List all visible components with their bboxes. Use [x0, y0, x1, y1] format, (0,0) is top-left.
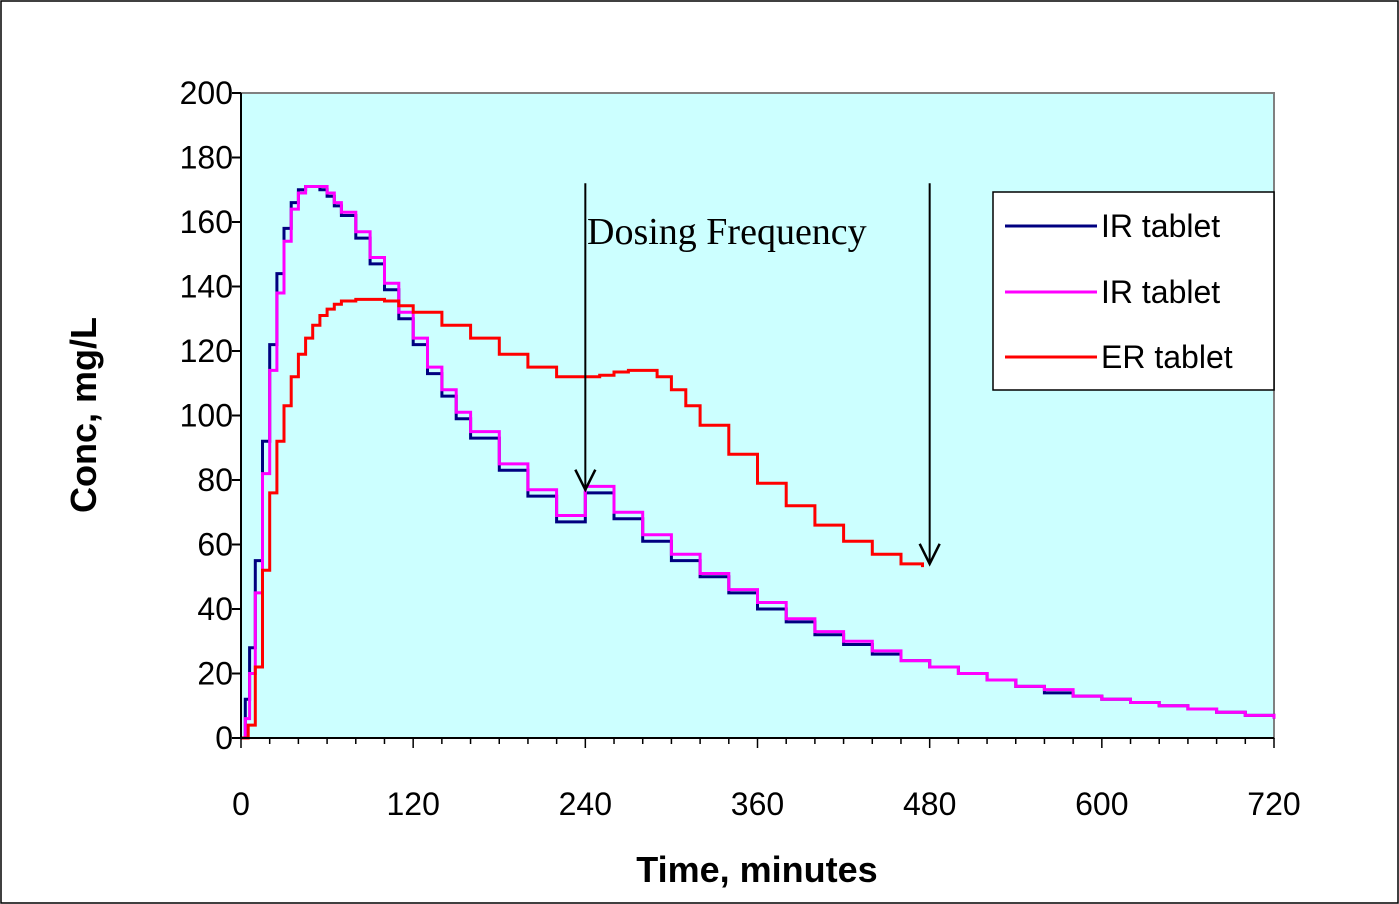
axes-layer: [232, 92, 1275, 748]
x-tick-label: 600: [1075, 786, 1128, 822]
plot-area: [240, 92, 1275, 739]
dosing-arrow-head: [574, 469, 597, 493]
y-tick-label: 60: [197, 527, 233, 563]
series-line-2: [241, 297, 924, 740]
y-tick-label: 120: [180, 333, 233, 369]
x-tick-label: 120: [386, 786, 439, 822]
x-tick-label: 360: [731, 786, 784, 822]
y-tick-label: 200: [180, 75, 233, 111]
series-line-1: [241, 185, 1276, 740]
x-axis-title: Time, minutes: [636, 849, 877, 890]
y-tick-label: 80: [197, 462, 233, 498]
y-tick-label: 0: [215, 720, 233, 756]
y-axis-title: Conc, mg/L: [63, 317, 104, 513]
y-tick-label: 140: [180, 269, 233, 305]
dosing-arrow-head: [918, 543, 941, 567]
dosing-frequency-annotation: Dosing Frequency: [587, 211, 867, 253]
x-tick-label: 480: [903, 786, 956, 822]
x-tick-label: 240: [559, 786, 612, 822]
tick-labels: 0 20 40 60 80 100 120 140 160 180 200 0 120 240 360 480…: [180, 75, 1301, 822]
y-tick-label: 40: [197, 591, 233, 627]
legend-label: ER tablet: [1101, 339, 1233, 375]
x-tick-label: 0: [232, 786, 250, 822]
y-tick-label: 180: [180, 140, 233, 176]
y-tick-label: 100: [180, 398, 233, 434]
x-tick-label: 720: [1247, 786, 1300, 822]
legend: IR tablet IR tablet ER tablet: [992, 191, 1275, 391]
legend-label: IR tablet: [1101, 274, 1220, 310]
y-tick-label: 160: [180, 204, 233, 240]
legend-label: IR tablet: [1101, 208, 1220, 244]
series-layer: [241, 185, 1276, 740]
y-tick-label: 20: [197, 656, 233, 692]
annotation-layer: Dosing Frequency: [574, 183, 941, 567]
